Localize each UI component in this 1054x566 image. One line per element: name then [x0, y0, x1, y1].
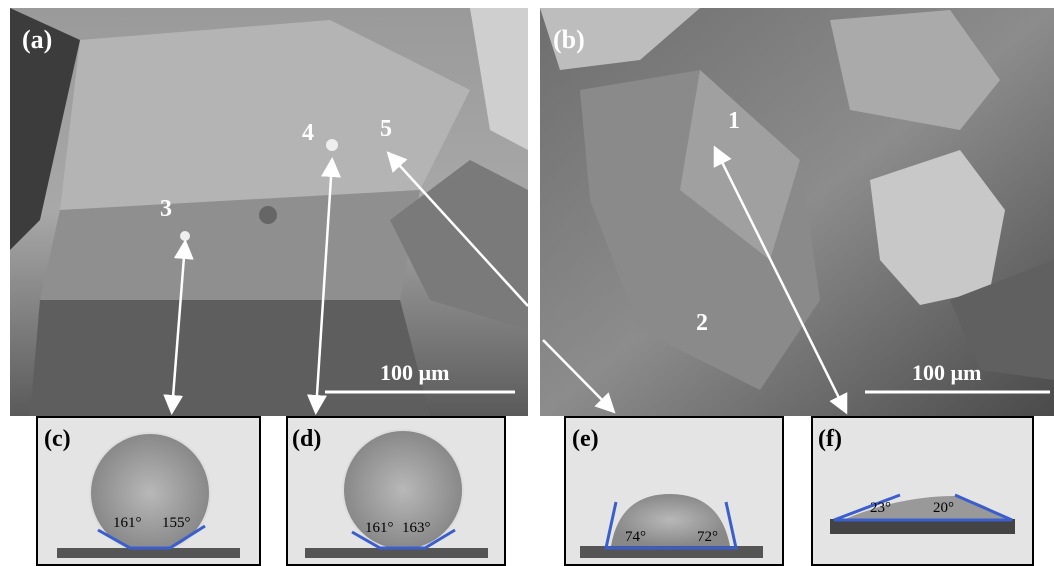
inset-e: (e) 74° 72° — [565, 417, 783, 565]
marker-label: 2 — [696, 310, 708, 336]
scale-label: 100 µm — [380, 360, 450, 385]
inset-d: (d) 161° 163° — [287, 417, 505, 565]
sem-image-a — [10, 8, 528, 416]
inset-label: (e) — [572, 426, 599, 452]
angle-label: 163° — [402, 520, 431, 536]
marker-label: 3 — [160, 196, 172, 222]
figure: (a) 3 4 5 100 µm (b) 1 2 100 µm (c) 161°… — [0, 0, 1054, 566]
inset-f: (f) 23° 20° — [812, 417, 1033, 565]
inset-c: (c) 161° 155° — [37, 417, 260, 565]
marker-label: 4 — [302, 120, 314, 146]
inset-label: (d) — [292, 426, 321, 452]
marker-label: 1 — [728, 108, 740, 134]
inset-label: (c) — [44, 426, 71, 452]
panel-label: (b) — [553, 25, 585, 54]
angle-label: 23° — [870, 500, 891, 516]
marker-label: 5 — [380, 116, 392, 142]
angle-label: 72° — [697, 529, 718, 545]
angle-label: 20° — [933, 500, 954, 516]
inset-label: (f) — [818, 426, 842, 452]
angle-label: 155° — [162, 515, 191, 531]
scale-label: 100 µm — [912, 360, 982, 385]
angle-label: 161° — [113, 515, 142, 531]
angle-label: 161° — [365, 520, 394, 536]
sem-image-b — [540, 8, 1054, 416]
angle-label: 74° — [625, 529, 646, 545]
panel-label: (a) — [22, 25, 52, 54]
